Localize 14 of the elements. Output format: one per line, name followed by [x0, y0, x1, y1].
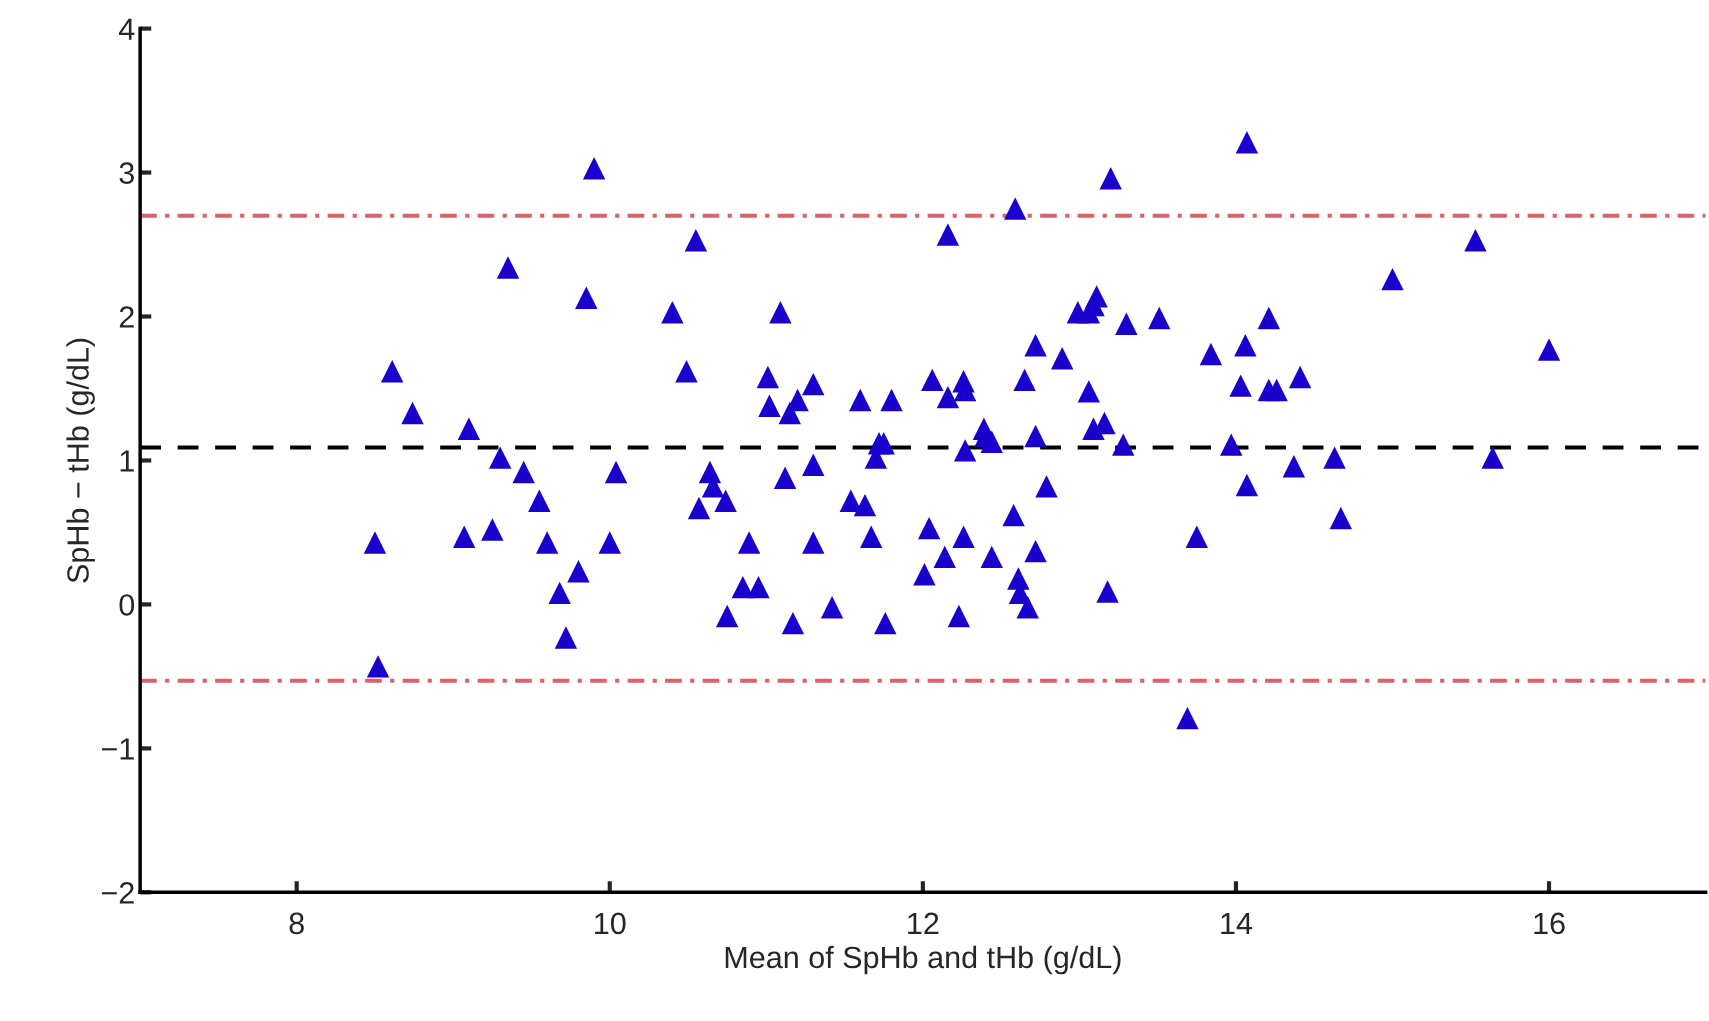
y-tick-label: 1 — [120, 450, 134, 472]
y-tick-label: 0 — [119, 594, 135, 616]
y-tick-label: −1 — [101, 738, 134, 760]
x-axis-title: Mean of SpHb and tHb (g/dL) — [725, 945, 1121, 975]
x-tick-label: 12 — [908, 912, 939, 934]
x-tick-label: 16 — [1534, 912, 1565, 935]
y-tick-label: −2 — [101, 882, 134, 904]
y-tick-label: 3 — [119, 162, 134, 184]
y-tick-label: 2 — [119, 306, 134, 328]
x-tick-label: 10 — [595, 912, 626, 935]
y-tick-label: 4 — [118, 18, 135, 40]
y-axis-title: SpHb − tHb (g/dL) — [66, 338, 95, 583]
x-tick-label: 8 — [289, 912, 304, 935]
x-tick-label: 14 — [1221, 912, 1253, 934]
